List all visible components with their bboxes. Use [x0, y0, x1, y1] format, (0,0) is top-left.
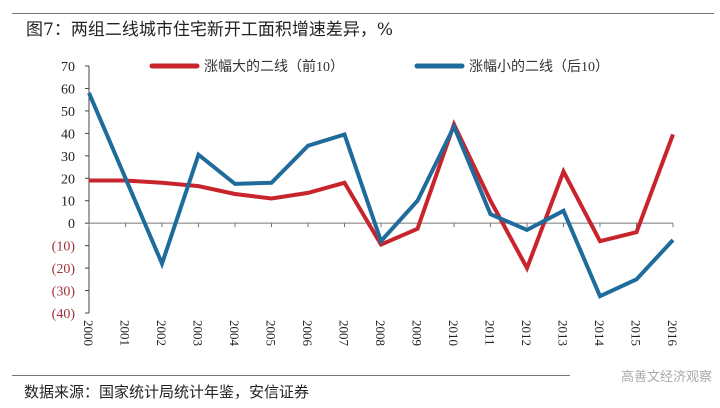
- legend-label-2: 涨幅小的二线（后10）: [469, 59, 609, 75]
- y-tick-label: 40: [61, 127, 75, 142]
- x-tick-label: 2015: [629, 320, 644, 346]
- x-tick-label: 2001: [118, 320, 133, 346]
- x-tick-label: 2004: [227, 320, 242, 347]
- y-tick-label: (30): [52, 285, 76, 300]
- watermark: 高善文经济观察: [620, 370, 712, 385]
- x-tick-label: 2009: [410, 320, 425, 346]
- y-tick-label: (40): [52, 307, 76, 322]
- bottom-rule: [12, 375, 570, 376]
- x-tick-label: 2005: [264, 320, 279, 346]
- x-tick-label: 2014: [592, 320, 607, 347]
- y-tick-label: 50: [61, 105, 75, 120]
- x-tick-label: 2011: [483, 320, 498, 346]
- series-line-1: [89, 119, 675, 273]
- y-tick-label: 60: [61, 82, 75, 97]
- x-tick-label: 2008: [373, 320, 388, 346]
- top-rule: [12, 13, 714, 14]
- source-note: 数据来源：国家统计局统计年鉴，安信证券: [24, 383, 310, 401]
- y-tick-label: 20: [61, 172, 75, 187]
- y-tick-label: 30: [61, 150, 75, 165]
- x-tick-label: 2007: [337, 320, 352, 347]
- legend-label-1: 涨幅大的二线（前10）: [204, 58, 344, 75]
- x-tick-label: 2006: [300, 320, 315, 347]
- y-tick-label: 0: [68, 217, 75, 232]
- x-tick-label: 2016: [665, 320, 680, 347]
- x-tick-label: 2002: [154, 320, 169, 346]
- x-tick-label: 2010: [446, 320, 461, 346]
- x-tick-label: 2003: [191, 320, 206, 346]
- y-tick-label: (10): [52, 240, 76, 255]
- y-tick-label: 10: [61, 195, 75, 210]
- chart-title: 图7：两组二线城市住宅新开工面积增速差异，%: [26, 20, 393, 40]
- x-tick-label: 2012: [519, 320, 534, 346]
- x-tick-label: 2013: [556, 320, 571, 346]
- x-tick-label: 2000: [81, 320, 96, 346]
- series-line-2: [87, 92, 675, 299]
- y-tick-label: 70: [61, 60, 75, 75]
- y-tick-label: (20): [52, 262, 76, 277]
